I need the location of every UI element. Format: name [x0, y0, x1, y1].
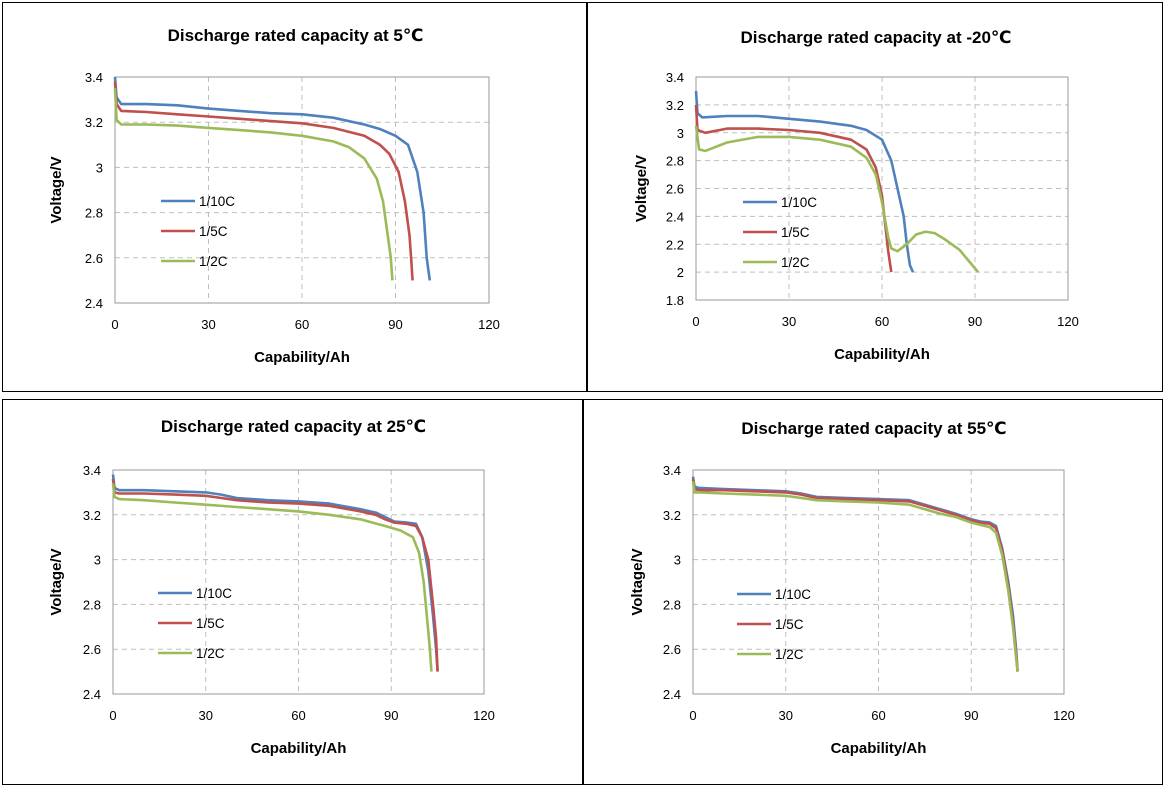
x-axis-label: Capability/Ah — [254, 349, 350, 366]
y-tick-label: 2.8 — [663, 597, 681, 612]
x-tick-label: 60 — [295, 317, 309, 332]
legend-entry: 1/2C — [781, 255, 810, 270]
y-axis-label: Voltage/V — [48, 156, 65, 223]
chart-svg: Discharge rated capacity at 55℃ 2.4 2.6 2.8… — [629, 419, 1075, 757]
legend-entry: 1/2C — [196, 646, 225, 661]
y-tick-label: 2.8 — [83, 597, 101, 612]
legend-entry: 1/10C — [775, 587, 811, 602]
y-tick-label: 2.6 — [85, 251, 103, 266]
legend-entry: 1/5C — [781, 225, 810, 240]
x-tick-label: 90 — [964, 708, 978, 723]
x-tick-label: 90 — [384, 708, 398, 723]
x-tick-label: 30 — [201, 317, 215, 332]
x-tick-label: 60 — [875, 314, 889, 329]
x-tick-label: 90 — [968, 314, 982, 329]
y-axis-label: Voltage/V — [48, 548, 65, 615]
legend-entry: 1/10C — [196, 586, 232, 601]
chart-panel-55c: Discharge rated capacity at 55℃ 2.4 2.6 2.8… — [583, 399, 1163, 785]
y-tick-label: 2.6 — [83, 642, 101, 657]
x-tick-label: 60 — [291, 708, 305, 723]
y-tick-label: 2 — [677, 265, 684, 280]
x-axis-label: Capability/Ah — [251, 740, 347, 757]
x-tick-label: 90 — [388, 317, 402, 332]
chart-svg: Discharge rated capacity at -20℃ 1.8 2 2.2 2… — [633, 28, 1079, 363]
y-axis-label: Voltage/V — [633, 155, 650, 222]
chart-svg: Discharge rated capacity at 5℃ 2.4 2.6 2.8 3… — [48, 26, 500, 366]
series-line-1-5c — [113, 81, 414, 281]
x-tick-label: 0 — [109, 708, 116, 723]
y-tick-label: 3 — [674, 553, 681, 568]
y-tick-label: 3.2 — [83, 508, 101, 523]
series-line-1-5c — [111, 478, 439, 672]
y-tick-label: 2.8 — [666, 154, 684, 169]
y-tick-label: 3.4 — [83, 463, 101, 478]
y-tick-label: 2.6 — [666, 182, 684, 197]
y-tick-label: 2.2 — [666, 237, 684, 252]
x-tick-label: 30 — [779, 708, 793, 723]
plot-area — [112, 469, 485, 695]
chart-svg: Discharge rated capacity at 25℃ 2.4 2.6 2.8… — [48, 417, 495, 757]
chart-title: Discharge rated capacity at 55℃ — [741, 419, 1006, 438]
y-tick-label: 1.8 — [666, 293, 684, 308]
y-tick-label: 2.4 — [666, 209, 684, 224]
chart-panel-5c: Discharge rated capacity at 5℃ 2.4 2.6 2.8 3… — [2, 2, 587, 392]
legend-entry: 1/5C — [196, 616, 225, 631]
series-line-1-10c — [694, 90, 915, 273]
y-tick-label: 2.8 — [85, 206, 103, 221]
chart-panel-minus20c: Discharge rated capacity at -20℃ 1.8 2 2.2 2… — [587, 2, 1163, 392]
series-line-1-2c — [111, 483, 433, 672]
y-tick-label: 3 — [677, 126, 684, 141]
y-axis-label: Voltage/V — [629, 548, 646, 615]
x-tick-label: 0 — [689, 708, 696, 723]
x-tick-label: 120 — [473, 708, 495, 723]
y-tick-label: 2.4 — [663, 687, 681, 702]
plot-area — [114, 76, 490, 304]
y-tick-label: 2.6 — [663, 642, 681, 657]
chart-panel-25c: Discharge rated capacity at 25℃ 2.4 2.6 2.8… — [2, 399, 583, 785]
x-axis-label: Capability/Ah — [831, 740, 927, 757]
x-axis-label: Capability/Ah — [834, 346, 930, 363]
x-tick-label: 30 — [199, 708, 213, 723]
legend-entry: 1/5C — [199, 224, 228, 239]
series-line-1-5c — [691, 478, 1019, 672]
legend-entry: 1/5C — [775, 617, 804, 632]
chart-title: Discharge rated capacity at 5℃ — [168, 26, 424, 45]
legend-entry: 1/10C — [199, 194, 235, 209]
series-line-1-10c — [113, 76, 432, 281]
legend-entry: 1/2C — [775, 647, 804, 662]
chart-title: Discharge rated capacity at -20℃ — [741, 28, 1012, 47]
y-tick-label: 3.4 — [666, 70, 684, 85]
x-tick-label: 120 — [478, 317, 500, 332]
series-line-1-10c — [111, 474, 439, 672]
legend-entry: 1/2C — [199, 254, 228, 269]
y-tick-label: 3 — [94, 553, 101, 568]
y-tick-label: 3.4 — [663, 463, 681, 478]
y-tick-label: 3 — [96, 160, 103, 175]
y-tick-label: 3.4 — [85, 70, 103, 85]
chart-title: Discharge rated capacity at 25℃ — [161, 417, 426, 436]
plot-area — [692, 469, 1065, 695]
legend-entry: 1/10C — [781, 195, 817, 210]
y-tick-label: 3.2 — [663, 508, 681, 523]
y-tick-label: 2.4 — [85, 296, 103, 311]
series-line-1-2c — [113, 88, 394, 281]
x-tick-label: 120 — [1057, 314, 1079, 329]
series-line-1-10c — [691, 476, 1019, 672]
y-tick-label: 2.4 — [83, 687, 101, 702]
x-tick-label: 0 — [692, 314, 699, 329]
x-tick-label: 120 — [1053, 708, 1075, 723]
y-tick-label: 3.2 — [666, 98, 684, 113]
x-tick-label: 30 — [782, 314, 796, 329]
plot-area — [695, 76, 1069, 301]
x-tick-label: 0 — [111, 317, 118, 332]
series-line-1-2c — [691, 481, 1019, 672]
series-line-1-2c — [694, 125, 980, 273]
y-tick-label: 3.2 — [85, 115, 103, 130]
x-tick-label: 60 — [871, 708, 885, 723]
